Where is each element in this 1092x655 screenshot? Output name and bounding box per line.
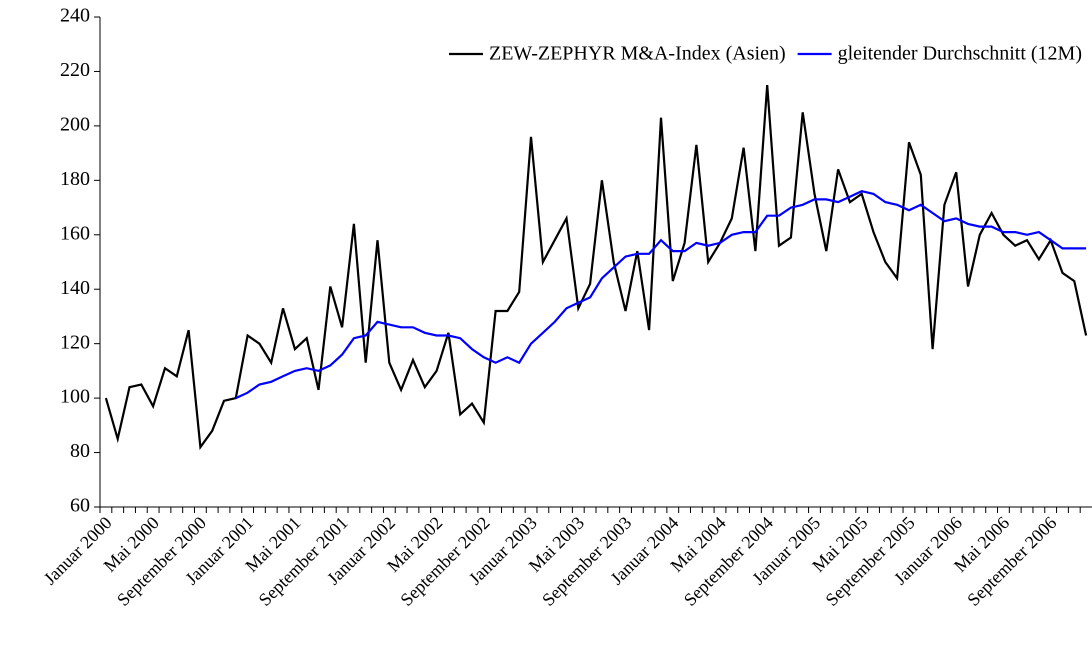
y-tick-label: 80 (70, 440, 90, 462)
legend-label: gleitender Durchschnitt (12M) (838, 43, 1082, 65)
data-line (235, 190, 1087, 400)
y-tick-label: 160 (60, 222, 90, 244)
y-tick-label: 220 (60, 59, 90, 81)
y-tick-label: 180 (60, 168, 90, 190)
y-tick-label: 60 (70, 495, 90, 517)
x-tick-label: Januar 2000 (40, 513, 116, 589)
y-tick-label: 120 (60, 331, 90, 353)
legend-label: ZEW-ZEPHYR M&A-Index (Asien) (489, 43, 786, 65)
y-tick-label: 240 (60, 5, 90, 27)
data-line (104, 85, 1088, 451)
y-tick-label: 100 (60, 386, 90, 408)
y-tick-label: 140 (60, 277, 90, 299)
y-tick-label: 200 (60, 113, 90, 135)
